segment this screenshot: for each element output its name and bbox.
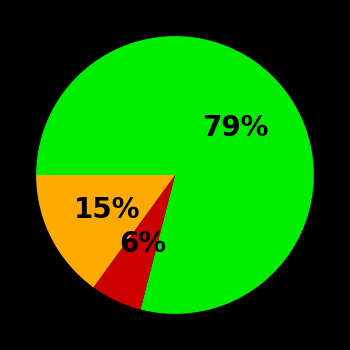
Text: 79%: 79% [202, 114, 268, 142]
Wedge shape [36, 175, 175, 287]
Wedge shape [93, 175, 175, 309]
Wedge shape [36, 36, 314, 314]
Text: 6%: 6% [119, 230, 166, 258]
Text: 15%: 15% [74, 196, 140, 224]
